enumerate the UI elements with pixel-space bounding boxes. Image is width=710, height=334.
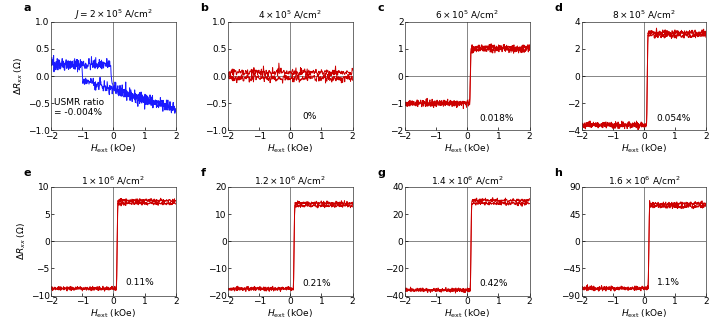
Title: $1\times10^6$ A/cm$^2$: $1\times10^6$ A/cm$^2$ [82,174,146,187]
X-axis label: $H_\mathrm{ext}$ (kOe): $H_\mathrm{ext}$ (kOe) [90,142,136,155]
Text: 0.054%: 0.054% [657,114,691,123]
Text: a: a [23,3,31,13]
Text: 0.21%: 0.21% [302,279,332,288]
X-axis label: $H_\mathrm{ext}$ (kOe): $H_\mathrm{ext}$ (kOe) [621,142,667,155]
Text: 0.018%: 0.018% [480,114,514,123]
Text: 0.42%: 0.42% [480,279,508,288]
Y-axis label: $\Delta R_{xx}$ ($\Omega$): $\Delta R_{xx}$ ($\Omega$) [16,222,28,260]
Text: g: g [378,168,386,178]
Text: f: f [201,168,206,178]
Title: $J = 2\times10^5$ A/cm$^2$: $J = 2\times10^5$ A/cm$^2$ [74,7,153,22]
Title: $1.2\times10^6$ A/cm$^2$: $1.2\times10^6$ A/cm$^2$ [254,174,327,187]
Title: $6\times10^5$ A/cm$^2$: $6\times10^5$ A/cm$^2$ [435,9,499,21]
Text: USMR ratio
= -0.004%: USMR ratio = -0.004% [54,98,104,117]
X-axis label: $H_\mathrm{ext}$ (kOe): $H_\mathrm{ext}$ (kOe) [444,307,491,320]
Text: d: d [555,3,562,13]
X-axis label: $H_\mathrm{ext}$ (kOe): $H_\mathrm{ext}$ (kOe) [267,142,313,155]
Text: 1.1%: 1.1% [657,278,679,287]
Text: 0%: 0% [302,112,317,121]
Title: $1.4\times10^6$ A/cm$^2$: $1.4\times10^6$ A/cm$^2$ [431,174,503,187]
Text: b: b [201,3,209,13]
Title: $8\times10^5$ A/cm$^2$: $8\times10^5$ A/cm$^2$ [612,9,676,21]
X-axis label: $H_\mathrm{ext}$ (kOe): $H_\mathrm{ext}$ (kOe) [444,142,491,155]
Text: 0.11%: 0.11% [126,278,155,287]
Title: $4\times10^5$ A/cm$^2$: $4\times10^5$ A/cm$^2$ [258,9,322,21]
X-axis label: $H_\mathrm{ext}$ (kOe): $H_\mathrm{ext}$ (kOe) [90,307,136,320]
X-axis label: $H_\mathrm{ext}$ (kOe): $H_\mathrm{ext}$ (kOe) [621,307,667,320]
Title: $1.6\times10^6$ A/cm$^2$: $1.6\times10^6$ A/cm$^2$ [608,174,680,187]
Y-axis label: $\Delta R_{xx}$ ($\Omega$): $\Delta R_{xx}$ ($\Omega$) [13,57,25,95]
Text: h: h [555,168,562,178]
X-axis label: $H_\mathrm{ext}$ (kOe): $H_\mathrm{ext}$ (kOe) [267,307,313,320]
Text: e: e [23,168,31,178]
Text: c: c [378,3,384,13]
